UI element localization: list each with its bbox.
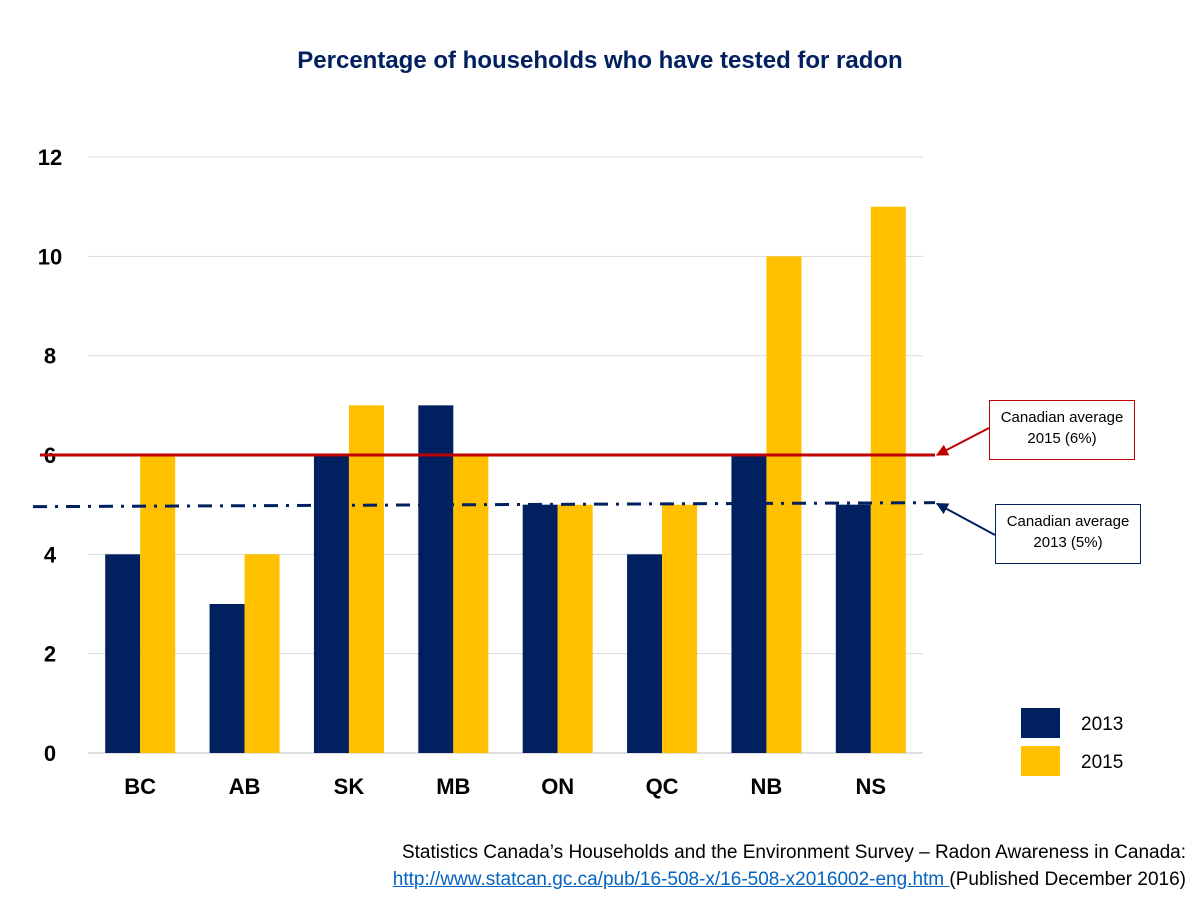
legend: 2013 2015 — [1021, 708, 1123, 776]
y-tick-label-2: 2 — [44, 642, 56, 667]
avg-2013-callout-line1: Canadian average — [1006, 513, 1130, 530]
bar-sk-2013 — [313, 455, 349, 753]
x-category-label-ns: NS — [856, 774, 887, 799]
y-tick-label-0: 0 — [44, 741, 56, 766]
x-category-label-nb: NB — [751, 774, 783, 799]
x-category-label-on: ON — [541, 774, 574, 799]
avg-2015-callout: Canadian average 2015 (6%) — [989, 400, 1135, 460]
bars — [105, 206, 906, 753]
bar-bc-2013 — [105, 554, 141, 753]
bar-ab-2013 — [209, 604, 245, 753]
source-link[interactable]: http://www.statcan.gc.ca/pub/16-508-x/16… — [392, 869, 950, 890]
legend-swatch-2015 — [1021, 746, 1060, 776]
bar-ab-2015 — [244, 554, 280, 753]
bar-sk-2015 — [348, 405, 384, 753]
avg-2015-callout-line2: 2015 (6%) — [1027, 430, 1097, 447]
bar-nb-2013 — [731, 455, 767, 753]
y-tick-label-10: 10 — [38, 244, 62, 269]
y-axis-tick-labels: 024681012 — [38, 145, 62, 766]
bar-mb-2015 — [453, 455, 489, 753]
avg-2013-line — [32, 501, 936, 509]
x-category-label-sk: SK — [334, 774, 365, 799]
avg-2013-callout: Canadian average 2013 (5%) — [995, 504, 1141, 564]
x-axis-category-labels: BC AB SK MB ON QC NB NS — [124, 774, 886, 799]
bar-on-2013 — [522, 504, 558, 753]
legend-label-2013: 2013 — [1081, 714, 1123, 735]
bar-qc-2013 — [627, 554, 663, 753]
x-category-label-mb: MB — [436, 774, 470, 799]
publication-note: (Published December 2016) — [949, 869, 1186, 890]
bar-mb-2013 — [418, 405, 454, 753]
bar-on-2015 — [557, 504, 593, 753]
y-tick-label-4: 4 — [44, 542, 57, 567]
avg-2015-callout-arrow — [935, 427, 990, 456]
bar-ns-2015 — [870, 206, 906, 753]
y-tick-label-12: 12 — [38, 145, 62, 170]
avg-2015-callout-line1: Canadian average — [1000, 409, 1124, 426]
x-category-label-bc: BC — [124, 774, 156, 799]
bar-ns-2013 — [835, 504, 871, 753]
source-citation: Statistics Canada’s Households and the E… — [401, 842, 1186, 863]
source-citation-link-line: http://www.statcan.gc.ca/pub/16-508-x/16… — [393, 869, 1186, 891]
y-tick-label-8: 8 — [44, 344, 56, 369]
legend-label-2015: 2015 — [1081, 752, 1123, 773]
legend-swatch-2013 — [1021, 708, 1060, 738]
x-category-label-ab: AB — [229, 774, 261, 799]
avg-2013-callout-line2: 2013 (5%) — [1033, 534, 1103, 551]
avg-2013-callout-arrow — [935, 502, 996, 536]
bar-bc-2015 — [140, 455, 176, 753]
x-category-label-qc: QC — [646, 774, 679, 799]
chart-title: Percentage of households who have tested… — [297, 47, 902, 74]
reference-lines — [32, 427, 996, 536]
bar-qc-2015 — [662, 504, 698, 753]
